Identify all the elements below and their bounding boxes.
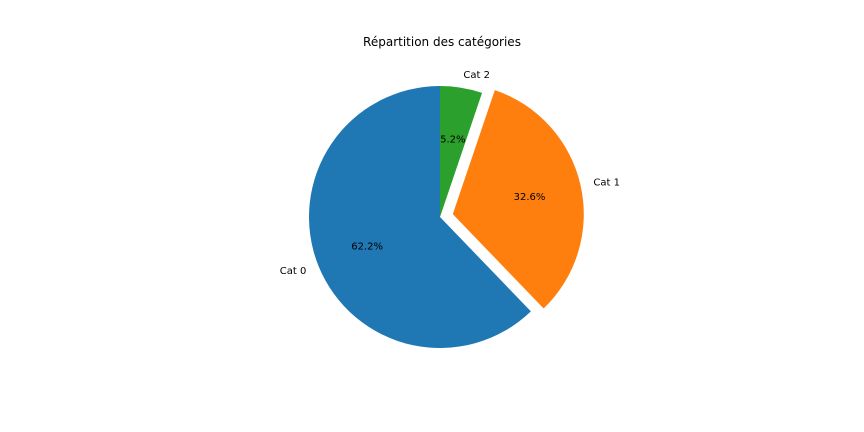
slice-percent-label: 32.6% xyxy=(514,192,546,203)
pie-slice-cat-1 xyxy=(452,90,584,309)
pie-slice-cat-2 xyxy=(440,86,483,217)
slice-label: Cat 1 xyxy=(593,178,620,189)
slice-percent-label: 62.2% xyxy=(351,241,383,252)
chart-title: Répartition des catégories xyxy=(363,35,521,49)
pie-slice-cat-0 xyxy=(309,86,531,349)
slice-label: Cat 2 xyxy=(463,70,490,81)
pie-slices xyxy=(309,86,584,349)
slice-percent-label: 5.2% xyxy=(440,134,465,145)
pie-labels: Cat 0 62.2% Cat 1 32.6% Cat 2 5.2% xyxy=(280,70,620,277)
slice-label: Cat 0 xyxy=(280,266,307,277)
